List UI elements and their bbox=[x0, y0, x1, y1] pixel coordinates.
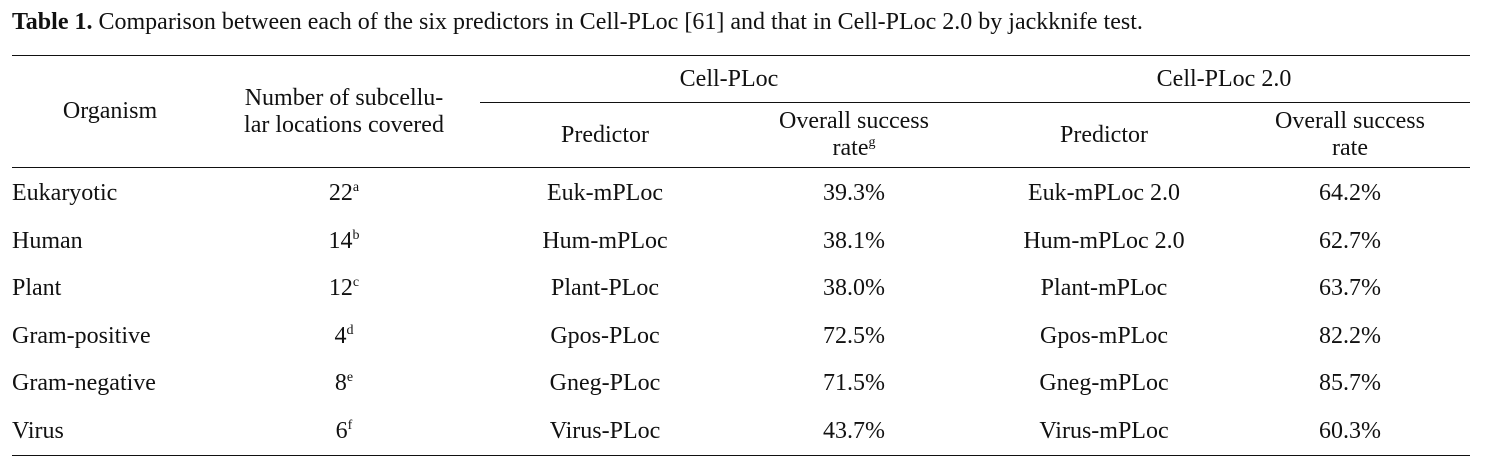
table-caption: Table 1. Comparison between each of the … bbox=[12, 7, 1143, 37]
cell-organism: Human bbox=[12, 227, 83, 254]
cell-organism: Plant bbox=[12, 275, 62, 302]
cell-rate-2: 62.7% bbox=[1319, 227, 1381, 254]
cell-rate-2: 63.7% bbox=[1319, 275, 1381, 302]
table-body: Eukaryotic 22a Euk-mPLoc 39.3% Euk-mPLoc… bbox=[12, 168, 1470, 456]
table-row: Gram-positive 4d Gpos-PLoc 72.5% Gpos-mP… bbox=[12, 313, 1470, 361]
cell-locations: 22a bbox=[328, 180, 360, 207]
cell-rate-1: 72.5% bbox=[823, 322, 885, 349]
cell-predictor-2: Hum-mPLoc 2.0 bbox=[1023, 227, 1185, 254]
cell-locations: 8e bbox=[334, 370, 354, 397]
cell-rate-2: 60.3% bbox=[1319, 417, 1381, 444]
cell-rate-1: 38.0% bbox=[823, 275, 885, 302]
cell-locations: 12c bbox=[328, 275, 360, 302]
cell-rate-1: 71.5% bbox=[823, 370, 885, 397]
cell-locations: 14b bbox=[328, 227, 360, 254]
col-predictor-2: Predictor bbox=[1060, 121, 1148, 148]
cell-predictor-1: Gpos-PLoc bbox=[550, 322, 660, 349]
cell-predictor-2: Virus-mPLoc bbox=[1039, 417, 1169, 444]
cell-organism: Gram-negative bbox=[12, 370, 156, 397]
cell-organism: Gram-positive bbox=[12, 322, 151, 349]
cell-predictor-1: Euk-mPLoc bbox=[547, 180, 663, 207]
cell-organism: Eukaryotic bbox=[12, 180, 118, 207]
cell-predictor-1: Plant-PLoc bbox=[551, 275, 659, 302]
table-row: Human 14b Hum-mPLoc 38.1% Hum-mPLoc 2.0 … bbox=[12, 218, 1470, 266]
group-cell-ploc: Cell-PLoc bbox=[480, 55, 978, 103]
caption-text: Comparison between each of the six predi… bbox=[92, 9, 1143, 35]
cell-organism: Virus bbox=[12, 417, 64, 444]
cell-predictor-2: Gpos-mPLoc bbox=[1040, 322, 1168, 349]
cell-predictor-2: Plant-mPLoc bbox=[1040, 275, 1168, 302]
footnote-g: g bbox=[868, 135, 876, 150]
cell-rate-1: 39.3% bbox=[823, 180, 885, 207]
cell-predictor-2: Gneg-mPLoc bbox=[1039, 370, 1169, 397]
table-row: Eukaryotic 22a Euk-mPLoc 39.3% Euk-mPLoc… bbox=[12, 168, 1470, 218]
comparison-table: Organism Number of subcellu-lar location… bbox=[12, 55, 1470, 456]
col-rate-2: Overall success rate bbox=[1275, 108, 1425, 161]
table-row: Virus 6f Virus-PLoc 43.7% Virus-mPLoc 60… bbox=[12, 408, 1470, 456]
cell-rate-2: 85.7% bbox=[1319, 370, 1381, 397]
cell-locations: 6f bbox=[335, 417, 353, 444]
table-row: Plant 12c Plant-PLoc 38.0% Plant-mPLoc 6… bbox=[12, 265, 1470, 313]
caption-label: Table 1. bbox=[12, 9, 93, 35]
col-organism: Organism bbox=[62, 98, 158, 124]
col-rate-1: Overall success rateg bbox=[779, 108, 929, 161]
cell-predictor-1: Virus-PLoc bbox=[549, 417, 661, 444]
table-header: Organism Number of subcellu-lar location… bbox=[12, 55, 1470, 168]
col-locations: Number of subcellu-lar locations covered bbox=[244, 84, 444, 138]
cell-locations: 4d bbox=[334, 322, 354, 349]
cell-predictor-1: Hum-mPLoc bbox=[542, 227, 668, 254]
col-predictor-1: Predictor bbox=[561, 121, 649, 148]
cell-predictor-2: Euk-mPLoc 2.0 bbox=[1028, 180, 1180, 207]
cell-rate-1: 38.1% bbox=[823, 227, 885, 254]
cell-rate-1: 43.7% bbox=[823, 417, 885, 444]
cell-predictor-1: Gneg-PLoc bbox=[549, 370, 661, 397]
table-row: Gram-negative 8e Gneg-PLoc 71.5% Gneg-mP… bbox=[12, 360, 1470, 408]
cell-rate-2: 64.2% bbox=[1319, 180, 1381, 207]
group-cell-ploc-2: Cell-PLoc 2.0 bbox=[978, 55, 1470, 103]
cell-rate-2: 82.2% bbox=[1319, 322, 1381, 349]
